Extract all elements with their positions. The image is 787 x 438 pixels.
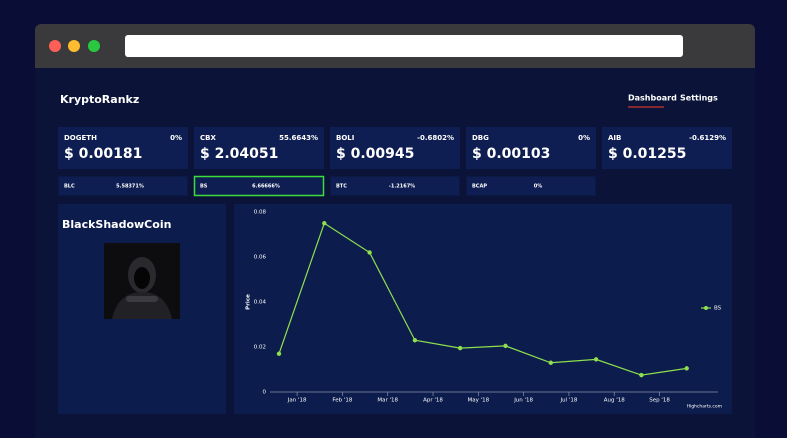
ticker-price: $ 0.00181: [64, 146, 142, 162]
close-dot[interactable]: [49, 40, 61, 52]
credits[interactable]: Highcharts.com: [687, 404, 722, 410]
x-tick-label: Jul '18: [559, 398, 577, 404]
x-tick-label: Jun '18: [513, 398, 533, 404]
ticker-price: $ 2.04051: [200, 146, 278, 162]
ticker-name: DOGETH: [64, 134, 97, 142]
brand: KryptoRankz: [60, 93, 139, 106]
small-ticker-name: BLC: [64, 184, 75, 190]
small-ticker-change: -1.2167%: [389, 184, 415, 190]
coin-name: BlackShadowCoin: [62, 218, 171, 231]
y-tick-label: 0.08: [254, 210, 267, 216]
max-dot[interactable]: [88, 40, 100, 52]
x-tick-label: Sep '18: [649, 398, 670, 404]
ticker-name: DBG: [472, 134, 489, 142]
ticker-card[interactable]: [466, 127, 596, 169]
data-point: [684, 366, 689, 371]
x-tick-label: Jan '18: [287, 398, 307, 404]
min-dot[interactable]: [68, 40, 80, 52]
small-ticker-name: BS: [200, 184, 208, 190]
nav-link[interactable]: Settings: [680, 94, 718, 103]
ticker-change: 0%: [170, 134, 182, 142]
small-ticker-change: 5.58371%: [116, 184, 144, 190]
coin-image: [104, 243, 180, 319]
y-tick-label: 0: [263, 390, 267, 396]
small-ticker[interactable]: [330, 176, 460, 196]
ticker-price: $ 0.00103: [472, 146, 550, 162]
data-point: [367, 250, 372, 255]
ticker-card[interactable]: [330, 127, 460, 169]
x-tick-label: May '18: [467, 398, 489, 404]
small-ticker[interactable]: [466, 176, 596, 196]
ticker-change: 0%: [578, 134, 590, 142]
ticker-change: 55.6643%: [279, 134, 318, 142]
ticker-card[interactable]: [58, 127, 188, 169]
data-point: [639, 372, 644, 378]
data-point: [548, 360, 553, 365]
y-axis-label: Price: [246, 294, 252, 310]
small-ticker-name: BCAP: [472, 184, 487, 190]
x-tick-label: Aug '18: [604, 398, 625, 404]
ticker-name: CBX: [200, 134, 216, 142]
ticker-card[interactable]: [602, 127, 732, 169]
y-tick-label: 0.02: [254, 345, 266, 351]
data-point: [593, 357, 599, 362]
x-tick-label: Apr '18: [423, 398, 443, 404]
data-point: [412, 338, 418, 343]
chart-panel: [234, 204, 732, 414]
url-bar[interactable]: [125, 35, 683, 57]
small-ticker[interactable]: [58, 176, 188, 196]
legend-label[interactable]: BS: [714, 306, 722, 312]
ticker-name: AIB: [608, 134, 621, 142]
series-line: [278, 222, 687, 376]
small-ticker-name: BTC: [336, 184, 347, 190]
ticker-price: $ 0.01255: [608, 146, 686, 162]
nav-link[interactable]: Dashboard: [628, 94, 677, 103]
data-point: [276, 351, 282, 356]
ticker-change: -0.6802%: [417, 134, 454, 142]
ticker-name: BOLI: [336, 134, 354, 142]
ticker-card[interactable]: [194, 127, 324, 169]
data-point: [322, 221, 327, 226]
legend-dot: [704, 306, 708, 310]
small-ticker-change: 6.66666%: [252, 184, 280, 190]
ticker-change: -0.6129%: [689, 134, 726, 142]
small-ticker-change: 0%: [534, 184, 543, 190]
data-point: [458, 345, 463, 351]
data-point: [503, 343, 508, 349]
ticker-price: $ 0.00945: [336, 146, 414, 162]
y-tick-label: 0.06: [254, 255, 267, 261]
x-tick-label: Mar '18: [377, 398, 398, 404]
y-tick-label: 0.04: [254, 300, 267, 306]
small-ticker[interactable]: [193, 175, 325, 197]
x-tick-label: Feb '18: [332, 398, 352, 404]
